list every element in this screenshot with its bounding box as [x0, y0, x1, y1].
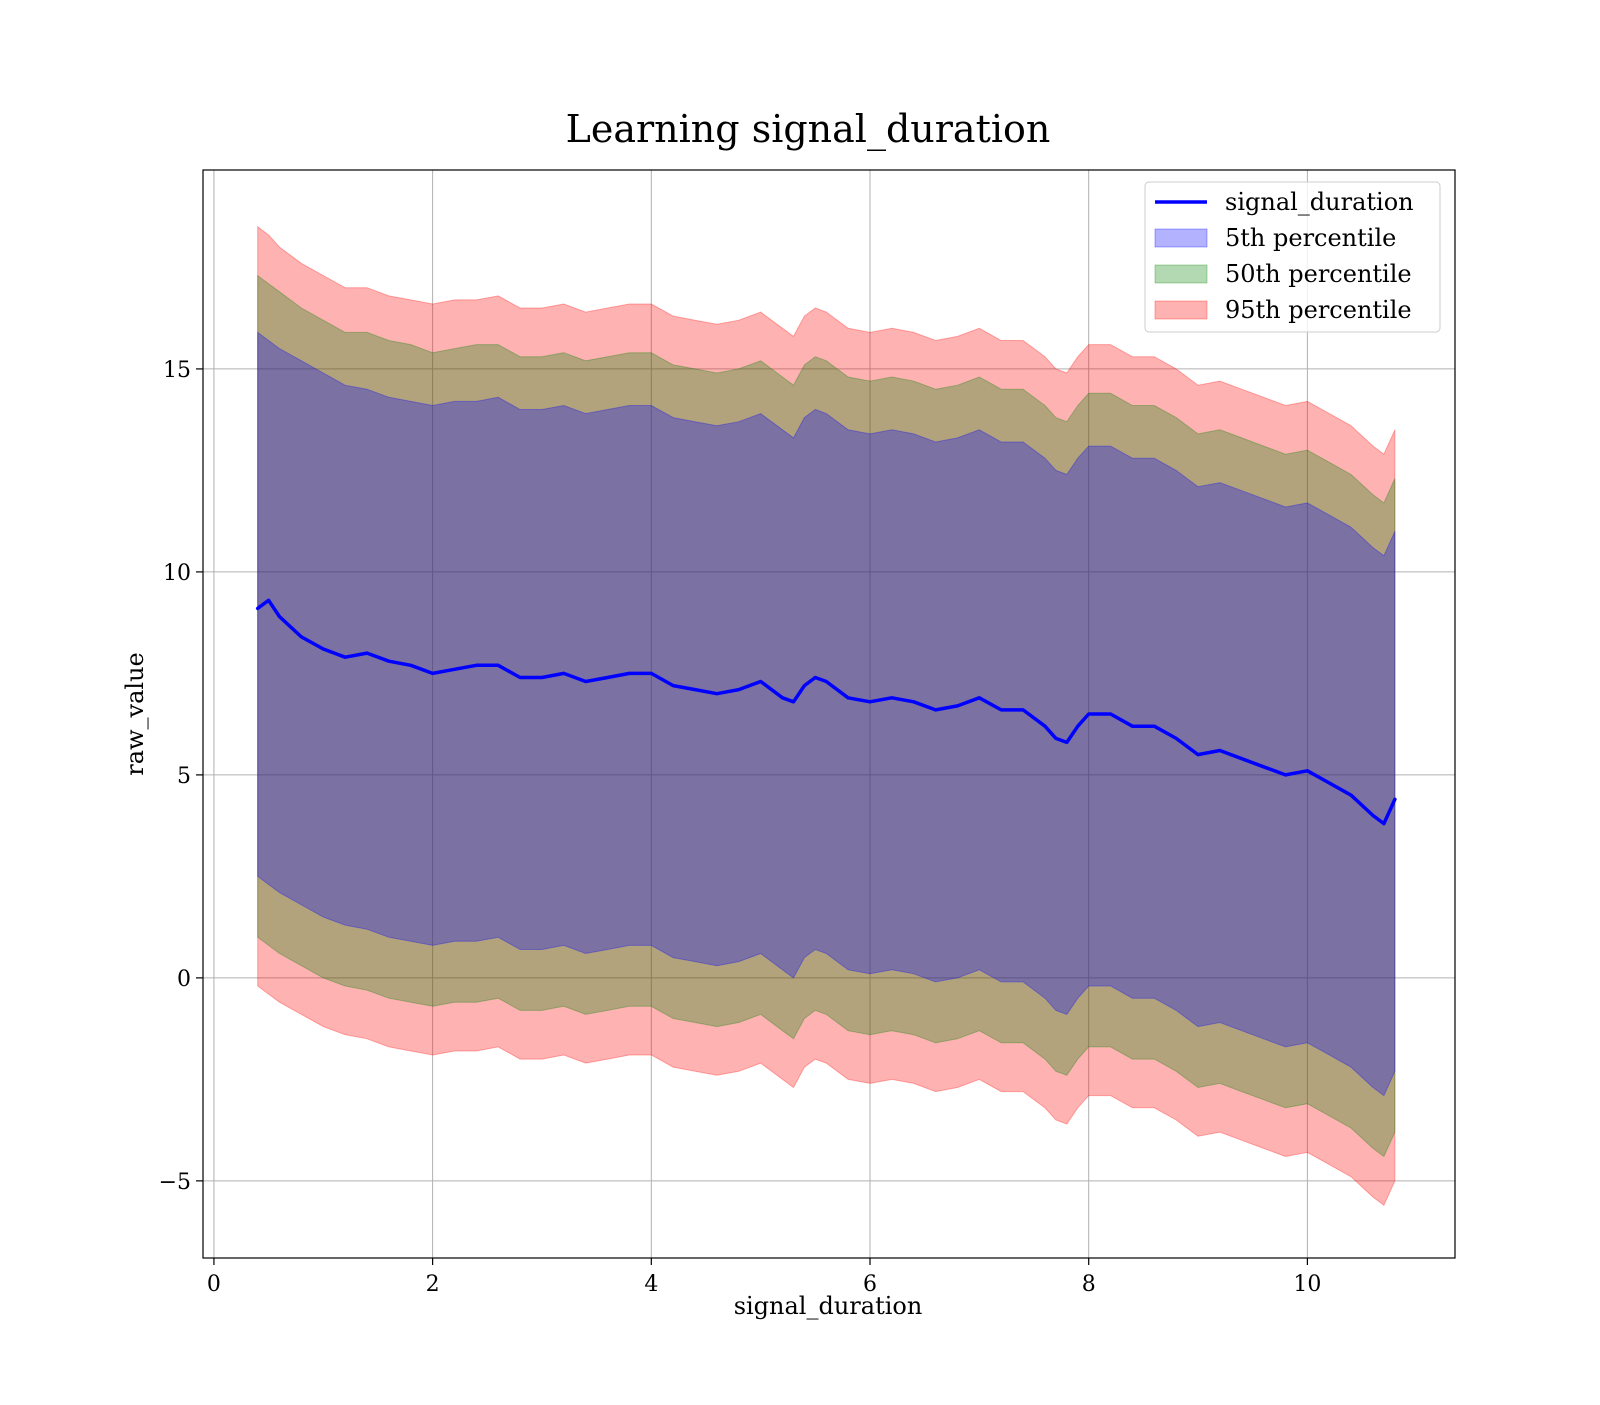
- band-5th-percentile: [257, 331, 1396, 1097]
- x-tick-label: 6: [863, 1272, 877, 1297]
- legend-label: signal_duration: [1225, 188, 1414, 216]
- percentile-bands: [257, 225, 1396, 1206]
- band-95th-percentile: [257, 225, 1396, 1206]
- legend: signal_duration 5th percentile 50th percen…: [1144, 181, 1441, 333]
- plot-frame: [202, 169, 1456, 1259]
- chart-title: Learning signal_duration: [566, 107, 1051, 152]
- y-tick-label: 15: [163, 358, 191, 383]
- band-50th-percentile: [257, 274, 1396, 1158]
- legend-patch-swatch: [1154, 228, 1208, 248]
- x-axis-label: signal_duration: [734, 1292, 923, 1320]
- legend-label: 5th percentile: [1225, 224, 1396, 252]
- x-tick-label: 2: [426, 1272, 440, 1297]
- axis-ticks: 0 2 4 6 8 10 −5 0 5 10 15: [159, 358, 1322, 1297]
- series-line-signal-duration: [255, 598, 1397, 826]
- legend-box: [1144, 181, 1441, 333]
- legend-label: 95th percentile: [1225, 296, 1412, 324]
- series-lines: [255, 598, 1397, 826]
- x-tick-label: 0: [207, 1272, 221, 1297]
- y-axis-label: raw_value: [121, 652, 149, 776]
- y-tick-label: 5: [177, 764, 191, 789]
- y-tick-label: 0: [177, 967, 191, 992]
- legend-patch-swatch: [1154, 300, 1208, 320]
- legend-patch-swatch: [1154, 264, 1208, 284]
- x-tick-label: 10: [1293, 1272, 1321, 1297]
- y-tick-label: 10: [163, 561, 191, 586]
- y-tick-label: −5: [159, 1170, 191, 1195]
- x-tick-label: 4: [644, 1272, 658, 1297]
- legend-label: 50th percentile: [1225, 260, 1412, 288]
- x-tick-label: 8: [1082, 1272, 1096, 1297]
